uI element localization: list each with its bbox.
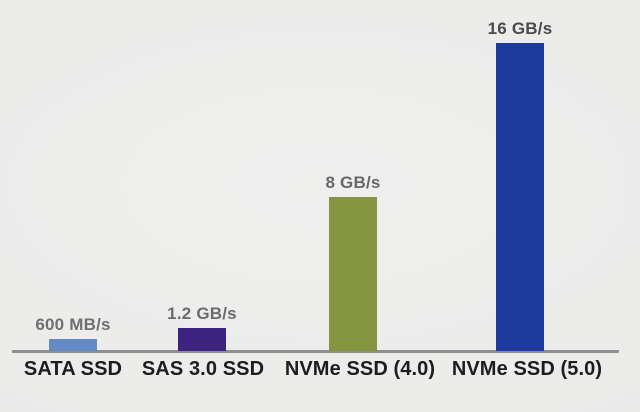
- value-label-sas-3-0-ssd: 1.2 GB/s: [167, 304, 237, 323]
- category-label-sas-3-0-ssd: SAS 3.0 SSD: [141, 358, 265, 380]
- value-label-sata-ssd: 600 MB/s: [35, 315, 111, 334]
- category-label-sata-ssd: SATA SSD: [23, 358, 123, 380]
- value-label-nvme-ssd-5-0: 16 GB/s: [487, 19, 553, 38]
- bar-nvme-ssd-4-0: [329, 197, 377, 351]
- x-axis-line: [12, 350, 619, 353]
- category-label-nvme-ssd-4-0: NVMe SSD (4.0): [284, 358, 436, 380]
- bar-sata-ssd: [49, 339, 97, 351]
- bar-sas-3-0-ssd: [178, 328, 226, 351]
- category-label-nvme-ssd-5-0: NVMe SSD (5.0): [451, 358, 603, 380]
- bar-nvme-ssd-5-0: [496, 43, 544, 351]
- value-label-nvme-ssd-4-0: 8 GB/s: [325, 173, 381, 192]
